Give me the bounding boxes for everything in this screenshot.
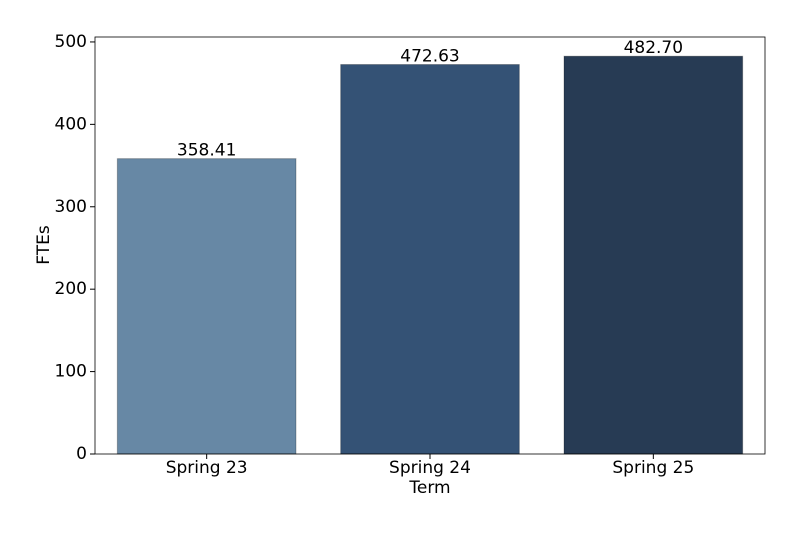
y-tick-label: 200 bbox=[55, 279, 87, 299]
y-tick-label: 500 bbox=[55, 32, 87, 52]
value-label: 358.41 bbox=[177, 141, 236, 161]
value-label: 482.70 bbox=[624, 38, 683, 58]
y-axis-label: FTEs bbox=[34, 225, 54, 265]
bar bbox=[340, 64, 520, 455]
x-tick-label: Spring 24 bbox=[389, 458, 471, 478]
bar bbox=[116, 158, 297, 455]
y-tick-label: 0 bbox=[76, 444, 87, 464]
x-axis-label: Term bbox=[408, 478, 450, 498]
y-tick-label: 400 bbox=[55, 114, 87, 134]
value-label: 472.63 bbox=[400, 47, 459, 67]
y-tick-label: 100 bbox=[55, 362, 87, 382]
x-tick-label: Spring 25 bbox=[612, 458, 694, 478]
y-tick-label: 300 bbox=[55, 197, 87, 217]
bar bbox=[563, 55, 744, 455]
x-tick-label: Spring 23 bbox=[166, 458, 248, 478]
plot-frame bbox=[94, 36, 766, 455]
